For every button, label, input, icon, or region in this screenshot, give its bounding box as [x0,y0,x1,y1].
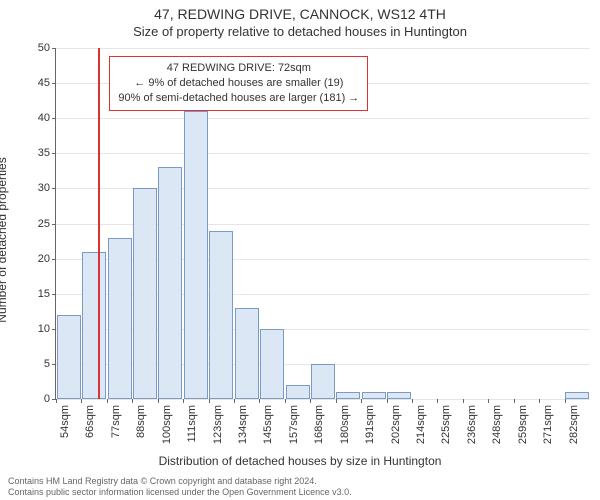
y-tick-label: 15 [38,288,56,300]
x-tick-label: 145sqm [262,405,274,444]
y-tick-label: 35 [38,147,56,159]
histogram-bar [209,231,233,399]
x-tick-mark [56,399,57,403]
x-tick-label: 191sqm [364,405,376,444]
x-tick-mark [81,399,82,403]
x-tick-mark [234,399,235,403]
x-tick-label: 100sqm [161,405,173,444]
annotation-box: 47 REDWING DRIVE: 72sqm← 9% of detached … [109,56,368,111]
x-tick-mark [209,399,210,403]
x-tick-mark [183,399,184,403]
x-tick-label: 123sqm [212,405,224,444]
y-tick-label: 10 [38,323,56,335]
histogram-bar [260,329,284,399]
x-tick-mark [412,399,413,403]
x-tick-label: 54sqm [59,405,71,438]
x-tick-label: 157sqm [288,405,300,444]
x-tick-label: 180sqm [339,405,351,444]
x-tick-label: 111sqm [186,405,198,443]
y-tick-label: 30 [38,182,56,194]
chart-container: 47, REDWING DRIVE, CANNOCK, WS12 4TH Siz… [0,0,600,500]
x-tick-mark [285,399,286,403]
histogram-bar [158,167,182,399]
x-tick-label: 248sqm [491,405,503,444]
x-tick-label: 214sqm [415,405,427,444]
x-tick-mark [387,399,388,403]
x-tick-mark [488,399,489,403]
x-tick-label: 77sqm [110,405,122,438]
x-tick-mark [310,399,311,403]
x-tick-mark [539,399,540,403]
plot-area: 0510152025303540455054sqm66sqm77sqm88sqm… [55,48,590,400]
x-tick-mark [514,399,515,403]
x-tick-label: 168sqm [313,405,325,444]
histogram-bar [184,111,208,399]
x-tick-label: 236sqm [466,405,478,444]
x-tick-mark [361,399,362,403]
histogram-bar [387,392,411,399]
y-tick-label: 45 [38,77,56,89]
x-tick-mark [107,399,108,403]
y-tick-label: 50 [38,42,56,54]
grid-line [56,48,590,49]
x-tick-label: 88sqm [135,405,147,438]
credit-line-1: Contains HM Land Registry data © Crown c… [8,476,317,486]
reference-line [98,48,100,399]
y-tick-label: 25 [38,218,56,230]
grid-line [56,118,590,119]
annotation-line-1: 47 REDWING DRIVE: 72sqm [118,61,359,76]
x-tick-mark [437,399,438,403]
x-tick-mark [565,399,566,403]
y-axis-label: Number of detached properties [0,75,9,240]
credit-text: Contains HM Land Registry data © Crown c… [8,476,592,499]
histogram-bar [108,238,132,399]
histogram-bar [362,392,386,399]
x-tick-mark [158,399,159,403]
y-tick-label: 40 [38,112,56,124]
x-tick-label: 271sqm [542,405,554,444]
x-tick-mark [463,399,464,403]
x-tick-label: 282sqm [568,405,580,444]
histogram-bar [133,188,157,399]
annotation-line-2: ← 9% of detached houses are smaller (19) [118,76,359,91]
histogram-bar [336,392,360,399]
x-tick-label: 259sqm [517,405,529,444]
y-tick-label: 20 [38,253,56,265]
x-tick-label: 66sqm [84,405,96,438]
y-tick-label: 0 [44,393,56,405]
chart-title-address: 47, REDWING DRIVE, CANNOCK, WS12 4TH [0,6,600,22]
x-tick-label: 134sqm [237,405,249,444]
histogram-bar [311,364,335,399]
grid-line [56,399,590,400]
histogram-bar [565,392,589,399]
x-tick-label: 225sqm [440,405,452,444]
chart-title-description: Size of property relative to detached ho… [0,24,600,39]
histogram-bar [57,315,81,399]
credit-line-2: Contains public sector information licen… [8,487,352,497]
x-tick-label: 202sqm [390,405,402,444]
x-axis-label: Distribution of detached houses by size … [0,454,600,468]
histogram-bar [286,385,310,399]
x-tick-mark [336,399,337,403]
grid-line [56,153,590,154]
x-tick-mark [259,399,260,403]
x-tick-mark [132,399,133,403]
histogram-bar [235,308,259,399]
annotation-line-3: 90% of semi-detached houses are larger (… [118,91,359,106]
histogram-bar [82,252,106,399]
y-tick-label: 5 [44,358,56,370]
